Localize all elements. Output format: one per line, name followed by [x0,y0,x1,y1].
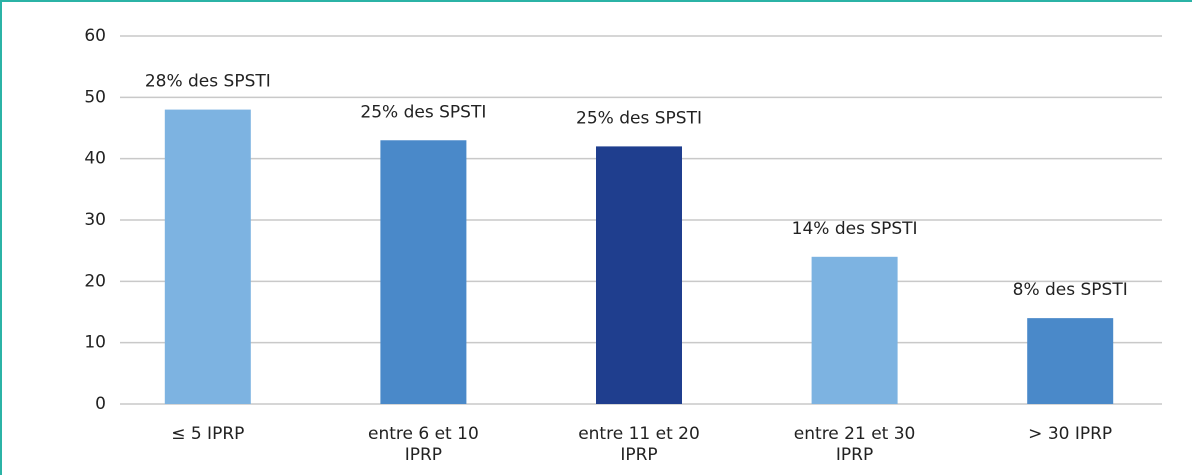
bar-annotation: 14% des SPSTI [792,219,918,239]
y-tick-label: 30 [84,210,106,230]
y-tick-label: 20 [84,271,106,291]
bar [380,140,467,404]
x-tick-label: entre 6 et 10 IPRP [368,424,479,465]
bar [164,109,251,404]
x-tick-label: entre 11 et 20 IPRP [578,424,700,465]
bar [1027,318,1114,404]
y-tick-label: 40 [84,149,106,169]
x-tick-label: entre 21 et 30 IPRP [793,424,916,465]
y-tick-label: 60 [84,26,106,46]
x-tick-label: ≤ 5 IPRP [171,424,245,444]
bar-annotation: 28% des SPSTI [145,72,271,92]
bar [596,146,682,404]
y-tick-label: 50 [84,87,106,107]
x-tick-label: > 30 IPRP [1028,424,1113,444]
bar-annotation: 8% des SPSTI [1013,280,1128,300]
bar-annotation: 25% des SPSTI [576,108,702,128]
bar [811,256,898,404]
bar-annotation: 25% des SPSTI [360,102,486,122]
y-tick-label: 0 [95,394,106,414]
y-tick-label: 10 [84,333,106,353]
